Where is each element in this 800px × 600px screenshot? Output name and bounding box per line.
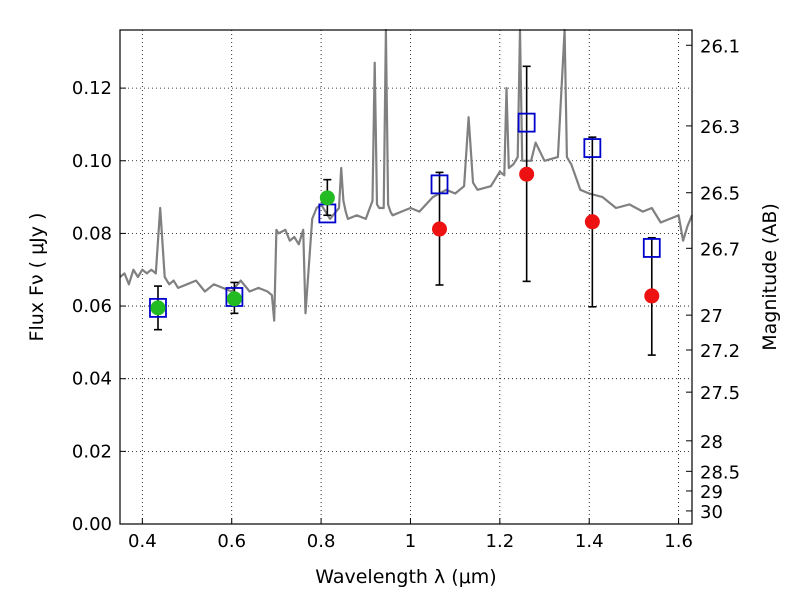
y-axis-label: Flux Fν ( μJy )	[26, 213, 48, 342]
model-square	[430, 174, 449, 195]
photometry-point	[226, 291, 242, 307]
model-square	[642, 238, 661, 258]
y2-tick-label: 30	[700, 502, 723, 523]
sed-spectrum	[119, 28, 694, 322]
model-square	[517, 112, 536, 133]
y-tick-label: 0.02	[72, 441, 112, 462]
axis-ticks: 0.4 0.6 0.8 1 1.2 1.4 1.6 0.00 0.02 0.04 0.06 0.08 0…	[72, 36, 740, 552]
x-axis-label: Wavelength λ (μm)	[315, 566, 496, 588]
y2-tick-label: 26.3	[700, 117, 740, 138]
x-tick-label: 1.2	[486, 531, 515, 552]
photometry-point	[319, 190, 335, 206]
x-tick-label: 0.8	[307, 531, 336, 552]
y-tick-label: 0.04	[72, 369, 112, 390]
y-tick-label: 0.08	[72, 223, 112, 244]
photometry-point	[432, 221, 448, 237]
y2-tick-label: 26.1	[700, 36, 740, 57]
y-tick-label: 0.10	[72, 151, 112, 172]
photometry-point	[519, 166, 535, 182]
y2-tick-label: 26.5	[700, 184, 740, 205]
model-square	[149, 297, 167, 318]
y-tick-label: 0.00	[72, 514, 112, 535]
plot-frame	[119, 29, 693, 525]
y2-tick-label: 27.5	[700, 383, 740, 404]
photometry-point	[584, 214, 600, 230]
photometry-point	[644, 288, 660, 304]
grid-lines	[120, 30, 692, 525]
photometry-point	[150, 300, 166, 316]
y2-tick-label: 29	[700, 482, 723, 503]
x-tick-label: 1.6	[664, 531, 693, 552]
y2-axis-label: Magnitude (AB)	[759, 203, 781, 351]
x-tick-label: 1.4	[575, 531, 604, 552]
photometry-markers	[150, 166, 660, 316]
x-tick-label: 0.4	[128, 531, 157, 552]
model-square	[583, 138, 602, 158]
y2-tick-label: 28	[700, 432, 723, 453]
y2-tick-label: 28.5	[700, 462, 740, 483]
sed-line	[119, 28, 694, 322]
y2-tick-label: 27	[700, 306, 723, 327]
y-tick-label: 0.12	[72, 78, 112, 99]
x-tick-label: 0.6	[217, 531, 246, 552]
y2-tick-label: 26.7	[700, 239, 740, 260]
y2-tick-label: 27.2	[700, 341, 740, 362]
x-tick-label: 1	[405, 531, 416, 552]
y-tick-label: 0.06	[72, 296, 112, 317]
model-square-markers	[149, 112, 661, 318]
